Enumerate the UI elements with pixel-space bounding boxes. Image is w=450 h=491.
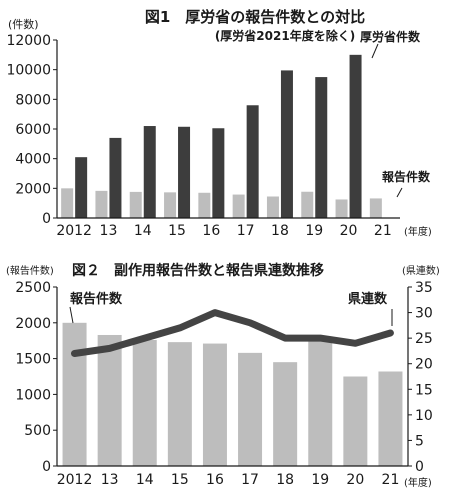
chart2-bar-reports (97, 334, 122, 466)
chart1-bar-mhlw (280, 70, 293, 219)
chart2-bars (62, 322, 403, 466)
chart2-y-tick-label-left: 1500 (15, 352, 51, 368)
chart2-x-tick-label: 14 (136, 472, 154, 488)
chart1-y-tick-label: 6000 (15, 122, 51, 138)
chart1-y-tick-label: 10000 (6, 63, 51, 79)
chart2-y-tick-label-right: 20 (415, 357, 433, 373)
chart2-x-tick-label: 20 (346, 472, 364, 488)
chart1-x-tick-label: 18 (271, 223, 289, 239)
chart2-y-ticks-left: 0 500 1000 1500 2000 2500 (15, 280, 57, 475)
chart1-title: 図1 厚労省の報告件数との対比 (145, 8, 365, 26)
chart2-bar-reports (308, 339, 333, 466)
chart2-y-tick-label-left: 0 (42, 459, 51, 475)
chart1-y-tick-label: 4000 (15, 152, 51, 168)
chart2-y-tick-label-right: 10 (415, 408, 433, 424)
chart1-y-tick-label: 2000 (15, 181, 51, 197)
chart1-reports-leader (396, 187, 403, 198)
chart1-bar-mhlw (315, 77, 328, 218)
chart1-bar-mhlw (143, 126, 156, 218)
chart2-bar-reports (132, 339, 157, 466)
chart1-xunit: (年度) (404, 225, 432, 238)
chart2-x-tick-label: 13 (101, 472, 119, 488)
chart1-bar-mhlw (178, 126, 191, 218)
chart2-x-tick-label: 17 (241, 472, 259, 488)
chart2-bar-reports (238, 352, 263, 466)
chart1-x-tick-label: 15 (168, 223, 186, 239)
chart1-bar-reports (232, 194, 245, 218)
chart1-bar-reports (198, 192, 211, 218)
chart2-x-tick-label: 18 (276, 472, 294, 488)
chart1-bar-reports (129, 191, 142, 218)
chart1-bar-mhlw (246, 105, 259, 218)
chart2-y-tick-label-right: 30 (415, 306, 433, 322)
chart2-legend-reports: 報告件数 (70, 291, 123, 307)
chart2-line-prefectures (71, 309, 394, 357)
chart1-x-tick-label: 21 (374, 223, 392, 239)
chart1-y-ticks: 0 2000 4000 6000 8000 10000 12000 (6, 33, 57, 227)
chart2-ylabel-right: (県連数) (402, 264, 440, 277)
chart1-bar-reports (266, 196, 279, 218)
chart2-x-ticks: 2012 13 14 15 16 17 18 19 20 21 (57, 472, 400, 488)
chart2-y-tick-label-right: 0 (415, 459, 424, 475)
chart1-bar-mhlw (109, 137, 122, 218)
chart1-bar-reports (61, 188, 74, 218)
chart2-x-tick-label: 2012 (57, 472, 93, 488)
chart2-bar-reports (167, 342, 192, 466)
chart1-ylabel: (件数) (8, 18, 39, 31)
chart2-x-tick-label: 16 (206, 472, 224, 488)
chart2-x-tick-label: 15 (171, 472, 189, 488)
chart1-bar-reports (369, 198, 382, 218)
chart2-x-tick-label: 21 (382, 472, 400, 488)
chart1-x-ticks: 2012 13 14 15 16 17 18 19 20 21 (56, 223, 391, 239)
chart1-x-tick-label: 14 (134, 223, 152, 239)
chart1-x-tick-label: 19 (305, 223, 323, 239)
chart1-x-tick-label: 13 (100, 223, 118, 239)
chart1-y-tick-label: 8000 (15, 92, 51, 108)
chart2-y-ticks-right: 0 5 10 15 20 25 30 35 (408, 280, 433, 475)
chart1-legend-reports: 報告件数 (382, 169, 431, 184)
chart2-reports-leader (69, 306, 74, 324)
chart2-y-tick-label-left: 2500 (15, 280, 51, 296)
chart1-x-tick-label: 17 (237, 223, 255, 239)
chart1-y-tick-label: 12000 (6, 33, 51, 49)
chart1-bar-reports (95, 190, 108, 218)
chart2-bar-reports (202, 343, 227, 466)
chart1-x-tick-label: 16 (202, 223, 220, 239)
chart1-x-tick-label: 2012 (56, 223, 92, 239)
chart2-bar-reports (273, 362, 298, 466)
chart1-bar-mhlw (349, 54, 362, 219)
chart1-bar-mhlw (75, 157, 88, 218)
chart2-bar-reports (378, 371, 403, 466)
chart-reports-vs-mhlw: 図1 厚労省の報告件数との対比 (厚労省2021年度を除く) (件数) (年度)… (6, 8, 431, 239)
chart1-x-tick-label: 20 (340, 223, 358, 239)
chart1-bar-reports (335, 199, 348, 218)
chart2-legend-prefectures: 県連数 (348, 291, 388, 307)
chart-reports-and-prefectures: 図２ 副作用報告件数と報告県連数推移 (報告件数) (県連数) (年度) 050… (6, 262, 440, 489)
chart2-y-tick-label-right: 15 (415, 382, 433, 398)
chart2-bar-reports (62, 322, 87, 466)
chart1-bar-mhlw (212, 128, 225, 218)
chart2-xunit: (年度) (404, 476, 432, 489)
chart1-subtitle: (厚労省2021年度を除く) (215, 28, 355, 43)
chart2-y-tick-label-right: 25 (415, 331, 433, 347)
chart1-legend-mhlw: 厚労省件数 (360, 29, 421, 44)
chart1-bars (61, 54, 382, 219)
chart2-y-tick-label-left: 500 (24, 423, 51, 439)
chart2-x-tick-label: 19 (311, 472, 329, 488)
chart2-y-tick-label-left: 1000 (15, 387, 51, 403)
chart2-ylabel-left: (報告件数) (6, 264, 54, 277)
chart1-y-tick-label: 0 (42, 211, 51, 227)
chart1-bar-reports (301, 191, 314, 218)
chart1-mhlw-leader (371, 43, 379, 59)
chart2-y-tick-label-right: 35 (415, 280, 433, 296)
chart2-bar-reports (343, 376, 368, 466)
chart2-y-tick-label-right: 5 (415, 433, 424, 449)
chart1-bar-reports (164, 192, 177, 218)
chart2-y-tick-label-left: 2000 (15, 316, 51, 332)
chart2-line (71, 309, 394, 357)
chart2-title: 図２ 副作用報告件数と報告県連数推移 (72, 262, 324, 279)
